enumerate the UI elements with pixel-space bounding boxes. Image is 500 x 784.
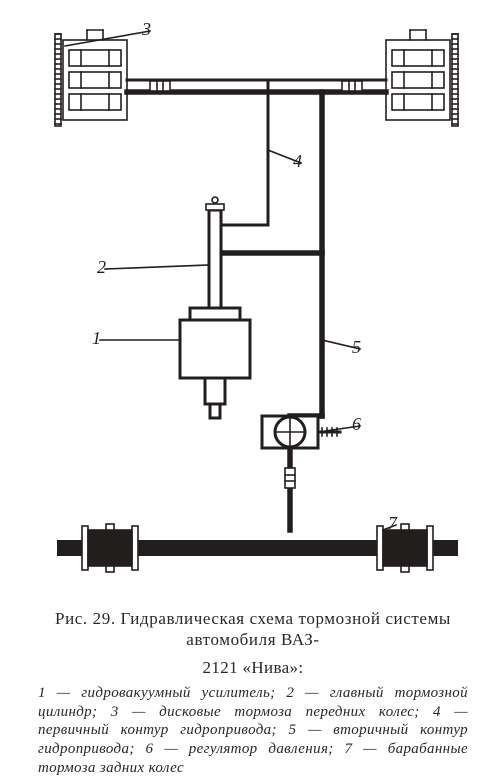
front-disc-brake (386, 30, 458, 126)
inline-connector (150, 81, 170, 91)
rear-drum-brake (82, 524, 138, 572)
figure-label: Рис. 29. (55, 609, 116, 628)
figure-title-line2: 2121 «Нива»: (38, 657, 468, 678)
figure-legend: 1 — гидровакуумный усилитель; 2 — главны… (38, 684, 468, 778)
callout-number: 2 (97, 257, 106, 277)
inline-connector (342, 81, 362, 91)
inline-connector (285, 468, 295, 488)
callout-number: 7 (388, 513, 398, 533)
figure-title-text-1: Гидравлическая схема тормозной системы а… (121, 609, 451, 649)
callout-number: 4 (293, 151, 302, 171)
figure-title-line1: Рис. 29. Гидравлическая схема тормозной … (38, 608, 468, 651)
front-disc-brake (55, 30, 127, 126)
rear-drum-brake (377, 524, 433, 572)
callout-number: 6 (352, 414, 361, 434)
caption: Рис. 29. Гидравлическая схема тормозной … (38, 608, 468, 778)
page: 1 2 3 4 5 6 7 Рис. 29. Гидравлическая схема то… (0, 0, 500, 784)
callout-number: 5 (352, 337, 361, 357)
pressure-regulator (262, 416, 340, 448)
callout-number: 1 (92, 328, 101, 348)
callout-number: 3 (141, 19, 151, 39)
master-cylinder-booster (180, 197, 250, 418)
hydraulic-schematic: 1 2 3 4 5 6 7 (0, 0, 500, 600)
